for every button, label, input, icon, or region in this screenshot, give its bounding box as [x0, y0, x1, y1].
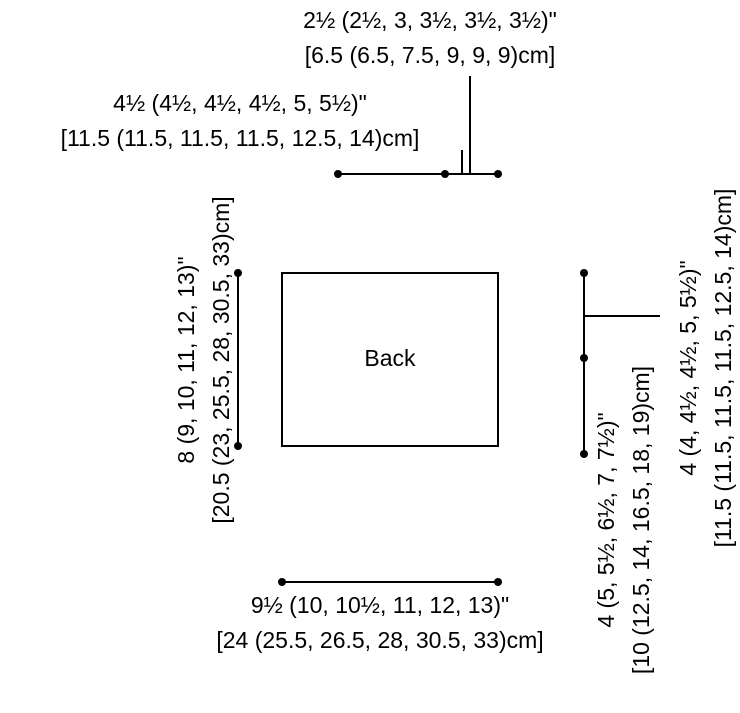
width-inches-label: 9½ (10, 10½, 11, 12, 13)" — [251, 592, 509, 618]
width-right-dot — [494, 578, 502, 586]
length-inches-label: 8 (9, 10, 11, 12, 13)" — [173, 256, 199, 463]
side-bottom-dot — [580, 450, 588, 458]
back-panel — [281, 272, 499, 447]
shoulder-neck-dot — [441, 170, 449, 178]
armhole-side-dot — [580, 354, 588, 362]
shoulder-start-dot — [334, 170, 342, 178]
length-bottom-dot — [234, 442, 242, 450]
back-panel-label: Back — [364, 345, 416, 371]
side-cm-label: [10 (12.5, 14, 16.5, 18, 19)cm] — [628, 366, 654, 674]
length-cm-label: [20.5 (23, 25.5, 28, 30.5, 33)cm] — [208, 196, 234, 523]
neck-end-dot — [494, 170, 502, 178]
armhole-inches-label: 4 (4, 4½, 4½, 5, 5½)" — [675, 260, 701, 475]
shoulder-cm-label: [11.5 (11.5, 11.5, 11.5, 12.5, 14)cm] — [61, 125, 420, 151]
shoulder-inches-label: 4½ (4½, 4½, 4½, 5, 5½)" — [113, 90, 367, 116]
neck-cm-label: [6.5 (6.5, 7.5, 9, 9, 9)cm] — [305, 42, 556, 68]
armhole-top-dot — [580, 269, 588, 277]
length-top-dot — [234, 269, 242, 277]
width-cm-label: [24 (25.5, 26.5, 28, 30.5, 33)cm] — [216, 627, 543, 653]
armhole-cm-label: [11.5 (11.5, 11.5, 11.5, 12.5, 14)cm] — [710, 189, 736, 548]
width-left-dot — [278, 578, 286, 586]
neck-inches-label: 2½ (2½, 3, 3½, 3½, 3½)" — [303, 7, 557, 33]
side-inches-label: 4 (5, 5½, 6½, 7, 7½)" — [593, 412, 619, 627]
